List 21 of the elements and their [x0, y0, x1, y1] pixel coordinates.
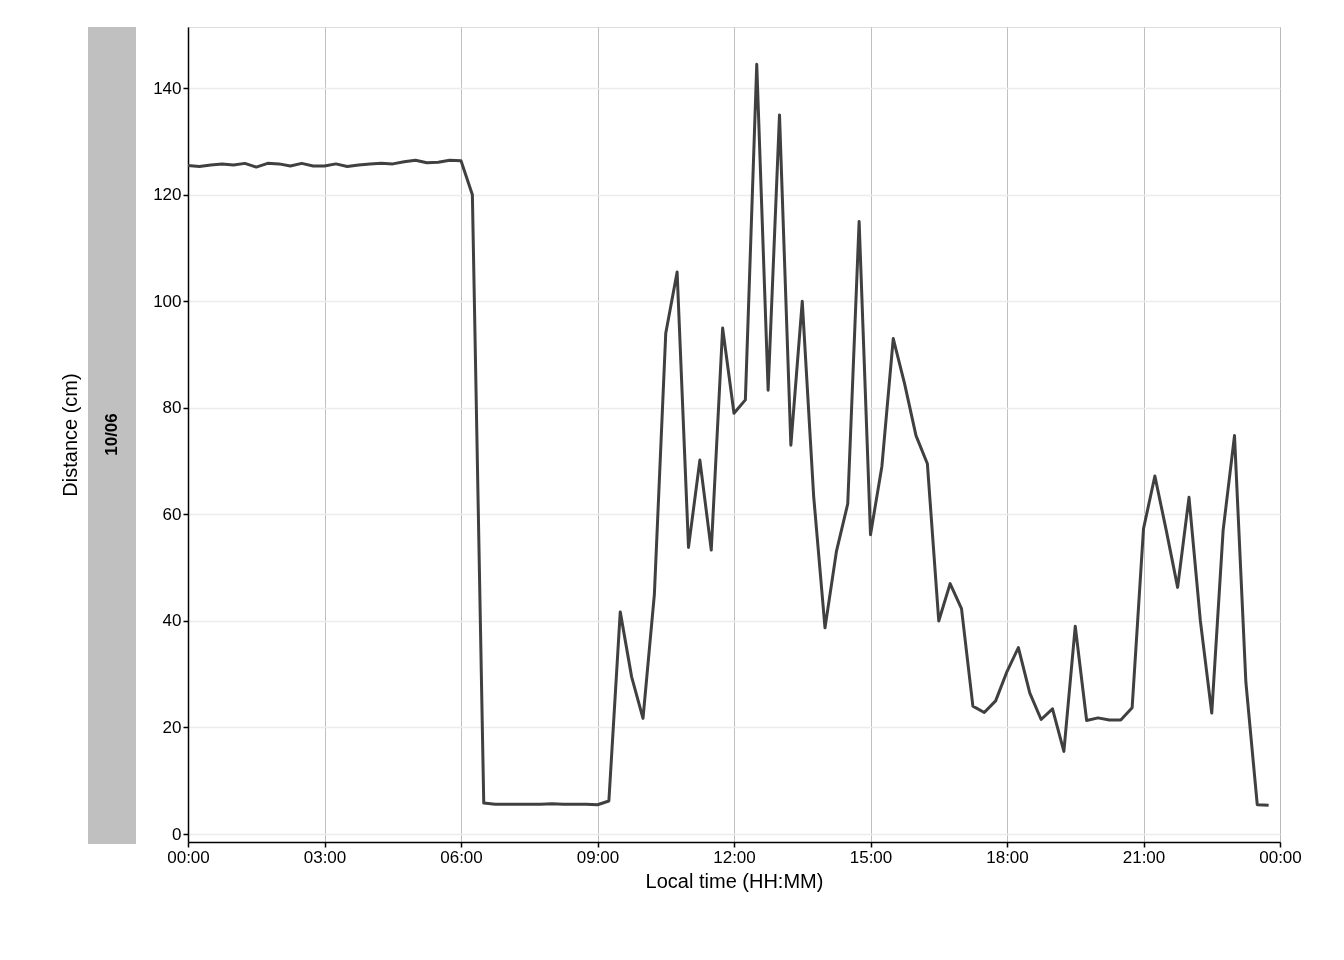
y-tick-label: 100	[153, 291, 182, 311]
y-tick-label: 140	[153, 78, 182, 98]
y-tick-label: 120	[153, 185, 182, 205]
y-tick-label: 80	[162, 398, 182, 418]
x-tick-label: 09:00	[576, 847, 620, 867]
x-tick-label: 15:00	[849, 847, 893, 867]
x-tick-label: 12:00	[713, 847, 756, 867]
y-axis-title: Distance (cm)	[59, 373, 82, 497]
y-tick-label: 60	[162, 504, 182, 524]
x-tick-label: 00:00	[1259, 847, 1302, 867]
x-axis-title: Local time (HH:MM)	[645, 869, 824, 892]
x-tick-label: 03:00	[303, 847, 347, 867]
x-tick-label: 06:00	[440, 847, 483, 867]
y-tick-label: 0	[172, 824, 182, 844]
line-series	[186, 62, 1271, 807]
x-tick-label: 18:00	[986, 847, 1029, 867]
x-tick-label: 00:00	[167, 847, 210, 867]
y-tick-label: 40	[162, 611, 182, 631]
y-tick-label: 20	[162, 717, 182, 737]
text: 10/06	[102, 413, 121, 456]
x-tick-label: 21:00	[1122, 847, 1166, 867]
